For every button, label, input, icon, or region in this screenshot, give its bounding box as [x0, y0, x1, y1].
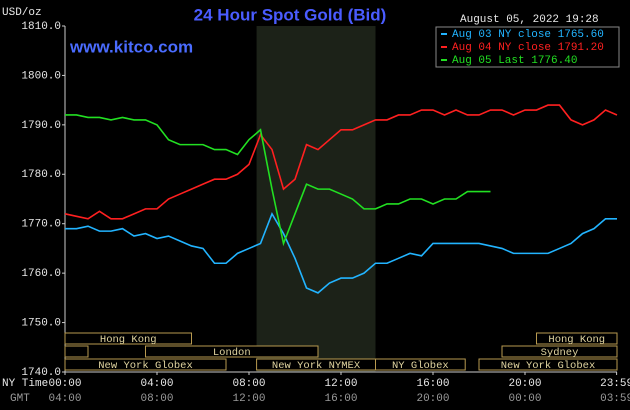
x-tick-label: 12:00 [324, 378, 357, 390]
legend-label: Aug 05 Last 1776.40 [452, 55, 577, 67]
gmt-tick-label: 04:00 [48, 393, 81, 405]
session-label: New York Globex [98, 360, 193, 372]
gmt-tick-label: 20:00 [416, 393, 449, 405]
highlight-region [256, 26, 376, 372]
x-tick-label: 23:59 [600, 378, 630, 390]
x-tick-label: 04:00 [140, 378, 173, 390]
series-line [65, 211, 617, 294]
legend-label: Aug 04 NY close 1791.20 [452, 42, 604, 54]
session-label: New York Globex [501, 360, 596, 372]
session-bar [145, 345, 319, 358]
gmt-tick-label: 12:00 [232, 393, 265, 405]
gmt-tick-label: 16:00 [324, 393, 357, 405]
y-tick-label: 1770.0 [21, 219, 61, 231]
y-unit: USD/oz [2, 7, 42, 19]
x-tick-label: 16:00 [416, 378, 449, 390]
gmt-tick-label: 03:59 [600, 393, 630, 405]
watermark: www.kitco.com [69, 37, 193, 56]
session-label: NY Globex [392, 360, 449, 372]
series-line [65, 114, 491, 247]
x-tick-label: 00:00 [48, 378, 81, 390]
x-tick-label: 08:00 [232, 378, 265, 390]
session-label: London [213, 347, 251, 359]
timestamp: August 05, 2022 19:28 [460, 14, 599, 26]
session-bar [64, 332, 192, 345]
session-label: Sydney [541, 347, 579, 359]
x-row-label: GMT [10, 393, 30, 405]
y-tick-label: 1790.0 [21, 120, 61, 132]
x-row-label: NY Time [2, 378, 48, 390]
session-bar [501, 345, 618, 358]
session-bar [64, 358, 227, 371]
y-tick-label: 1740.0 [21, 367, 61, 379]
session-bar [375, 358, 466, 371]
x-tick-label: 20:00 [508, 378, 541, 390]
session-label: New York NYMEX [272, 360, 361, 372]
session-label: Hong Kong [548, 334, 605, 346]
y-tick-label: 1760.0 [21, 268, 61, 280]
session-bar [478, 358, 618, 371]
legend-box [435, 26, 620, 68]
y-tick-label: 1810.0 [21, 21, 61, 33]
series-line [64, 104, 618, 220]
legend-label: Aug 03 NY close 1765.60 [452, 29, 604, 41]
gmt-tick-label: 08:00 [140, 393, 173, 405]
gmt-tick-label: 00:00 [508, 393, 541, 405]
session-label: Hong Kong [100, 334, 157, 346]
y-tick-label: 1750.0 [21, 317, 61, 329]
y-tick-label: 1780.0 [21, 169, 61, 181]
session-bar [536, 332, 618, 345]
chart-title: 24 Hour Spot Gold (Bid) [194, 5, 387, 24]
y-tick-label: 1800.0 [21, 70, 61, 82]
session-bar [64, 345, 89, 358]
